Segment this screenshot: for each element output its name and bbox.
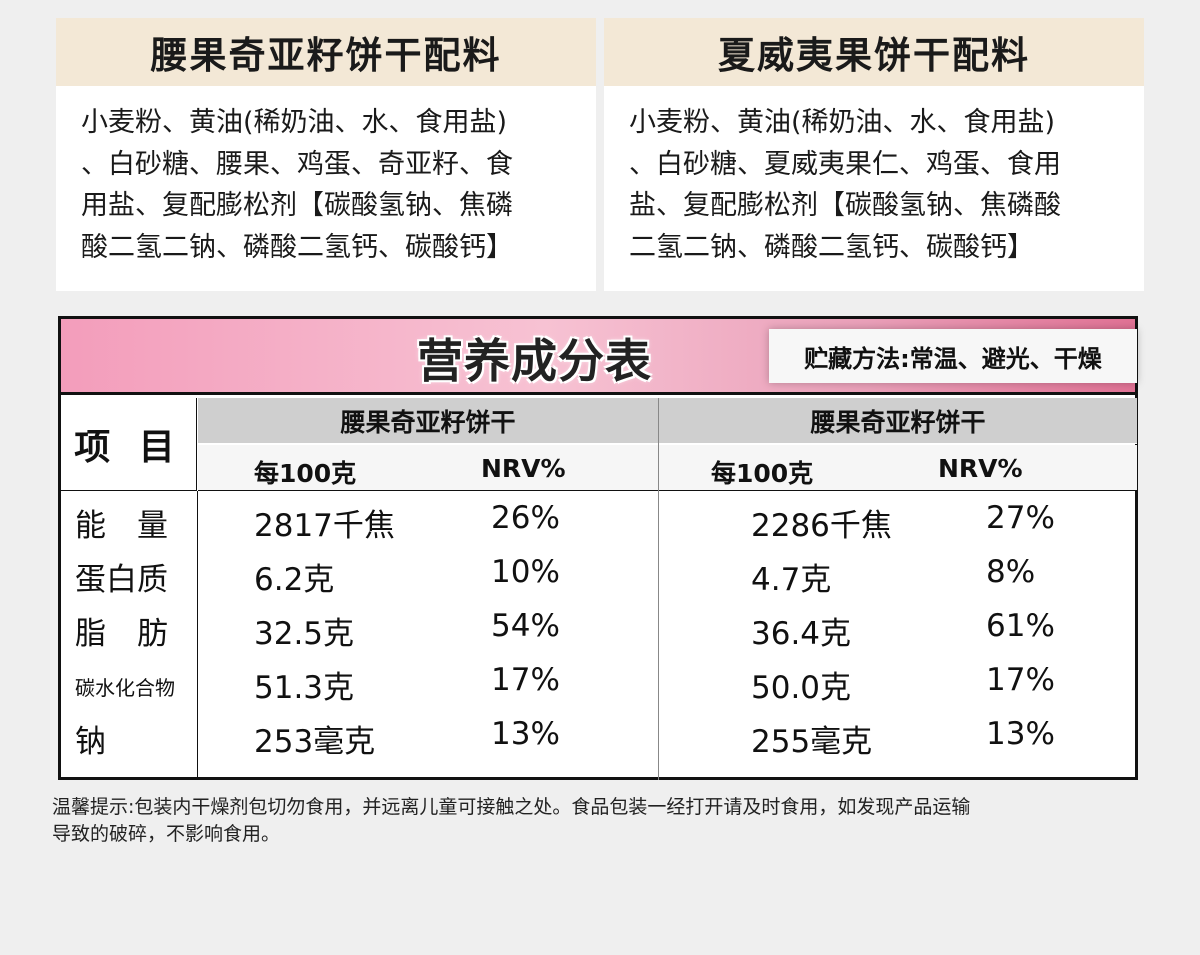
subheader-a: 每100克 NRV% xyxy=(198,445,658,491)
nrv-a: 54% xyxy=(491,608,560,644)
ingredient-line: 、白砂糖、腰果、鸡蛋、奇亚籽、食 xyxy=(81,148,513,180)
subheader-b: 每100克 NRV% xyxy=(659,445,1137,491)
nrv-b: 27% xyxy=(986,500,1055,536)
ingredient-title: 腰果奇亚籽饼干配料 xyxy=(56,18,596,86)
ingredient-line: 二氢二钠、磷酸二氢钙、碳酸钙】 xyxy=(629,231,1034,263)
ingredient-list: 小麦粉、黄油(稀奶油、水、食用盐) 、白砂糖、夏威夷果仁、鸡蛋、食用 盐、复配膨… xyxy=(604,86,1144,268)
divider xyxy=(197,491,198,780)
nutrient-label: 能 量 xyxy=(75,508,168,544)
nrv-label: NRV% xyxy=(481,454,566,483)
nutrition-table: 营养成分表 贮藏方法:常温、避光、干燥 项 目 腰果奇亚籽饼干 腰果奇亚籽饼干 … xyxy=(58,316,1138,780)
nutrition-title: 营养成分表 xyxy=(417,334,652,388)
nutrient-label: 脂 肪 xyxy=(75,616,168,652)
nutrition-header: 营养成分表 贮藏方法:常温、避光、干燥 xyxy=(61,319,1137,395)
nrv-a: 13% xyxy=(491,716,560,752)
value-b: 36.4克 xyxy=(751,616,852,652)
nrv-a: 10% xyxy=(491,554,560,590)
nrv-a: 17% xyxy=(491,662,560,698)
nutrient-label: 碳水化合物 xyxy=(75,676,175,700)
nrv-b: 61% xyxy=(986,608,1055,644)
value-a: 51.3克 xyxy=(254,670,355,706)
ingredient-line: 小麦粉、黄油(稀奶油、水、食用盐) xyxy=(629,107,1056,138)
divider xyxy=(658,398,659,780)
nutrient-label: 钠 xyxy=(75,724,106,760)
ingredient-line: 小麦粉、黄油(稀奶油、水、食用盐) xyxy=(81,107,508,138)
notice-line: 温馨提示:包装内干燥剂包切勿食用，并远离儿童可接触之处。食品包装一经打开请及时食… xyxy=(52,796,971,818)
value-a: 2817千焦 xyxy=(254,508,395,544)
notice-line: 导致的破碎，不影响食用。 xyxy=(52,823,281,845)
ingredient-line: 用盐、复配膨松剂【碳酸氢钠、焦磷 xyxy=(81,190,513,221)
product-header-a: 腰果奇亚籽饼干 xyxy=(198,398,658,444)
table-row: 蛋白质 6.2克 10% 4.7克 8% xyxy=(61,548,1135,602)
nrv-label: NRV% xyxy=(938,454,1023,483)
per-100g-label: 每100克 xyxy=(711,459,814,488)
value-b: 2286千焦 xyxy=(751,508,892,544)
value-a: 253毫克 xyxy=(254,724,376,760)
value-b: 255毫克 xyxy=(751,724,873,760)
ingredient-line: 盐、复配膨松剂【碳酸氢钠、焦磷酸 xyxy=(629,190,1061,221)
nutrient-label: 蛋白质 xyxy=(75,562,168,598)
warm-notice: 温馨提示:包装内干燥剂包切勿食用，并远离儿童可接触之处。食品包装一经打开请及时食… xyxy=(52,794,1172,848)
item-column-header: 项 目 xyxy=(61,398,197,491)
ingredient-card-macadamia: 夏威夷果饼干配料 小麦粉、黄油(稀奶油、水、食用盐) 、白砂糖、夏威夷果仁、鸡蛋… xyxy=(604,18,1144,291)
value-a: 6.2克 xyxy=(254,562,335,598)
product-header-b: 腰果奇亚籽饼干 xyxy=(659,398,1137,444)
value-b: 4.7克 xyxy=(751,562,832,598)
nrv-a: 26% xyxy=(491,500,560,536)
per-100g-label: 每100克 xyxy=(254,459,357,488)
table-row: 钠 253毫克 13% 255毫克 13% xyxy=(61,710,1135,764)
nrv-b: 8% xyxy=(986,554,1036,590)
value-a: 32.5克 xyxy=(254,616,355,652)
nrv-b: 17% xyxy=(986,662,1055,698)
ingredient-title: 夏威夷果饼干配料 xyxy=(604,18,1144,86)
table-row: 能 量 2817千焦 26% 2286千焦 27% xyxy=(61,494,1135,548)
ingredient-line: 酸二氢二钠、磷酸二氢钙、碳酸钙】 xyxy=(81,231,513,263)
ingredient-card-cashew: 腰果奇亚籽饼干配料 小麦粉、黄油(稀奶油、水、食用盐) 、白砂糖、腰果、鸡蛋、奇… xyxy=(56,18,596,291)
ingredient-line: 、白砂糖、夏威夷果仁、鸡蛋、食用 xyxy=(629,148,1061,180)
ingredient-list: 小麦粉、黄油(稀奶油、水、食用盐) 、白砂糖、腰果、鸡蛋、奇亚籽、食 用盐、复配… xyxy=(56,86,596,268)
storage-badge: 贮藏方法:常温、避光、干燥 xyxy=(769,329,1137,383)
nrv-b: 13% xyxy=(986,716,1055,752)
value-b: 50.0克 xyxy=(751,670,852,706)
table-row: 脂 肪 32.5克 54% 36.4克 61% xyxy=(61,602,1135,656)
table-row: 碳水化合物 51.3克 17% 50.0克 17% xyxy=(61,656,1135,710)
